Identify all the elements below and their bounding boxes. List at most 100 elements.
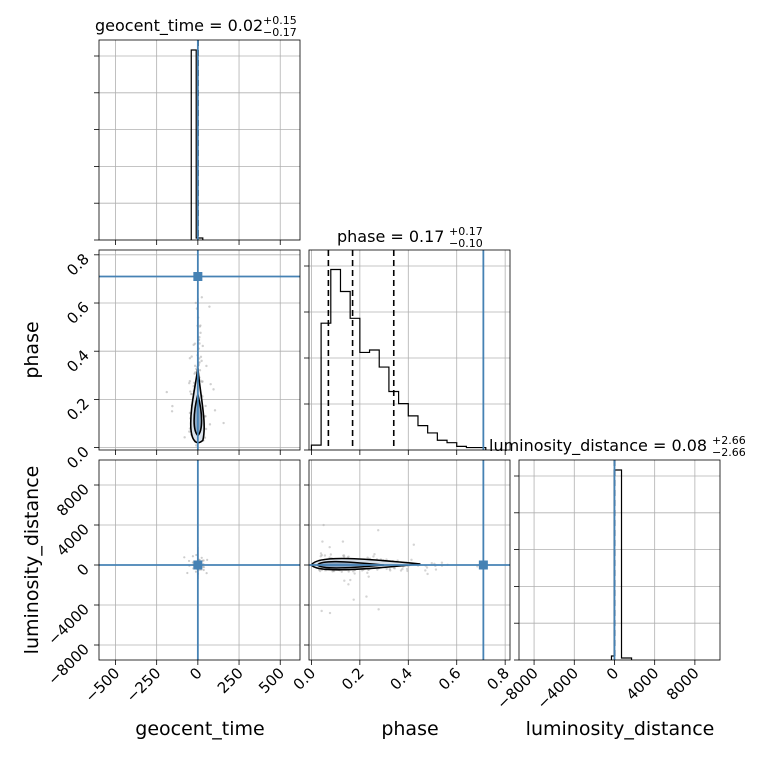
sample-point — [195, 444, 198, 447]
tick-label-y: 0.0 — [63, 443, 93, 473]
sample-point — [320, 554, 324, 557]
tick-label-y: 8000 — [53, 480, 93, 520]
sample-point — [204, 404, 207, 408]
marks — [99, 460, 300, 660]
sample-point — [198, 325, 202, 328]
sample-point — [347, 570, 350, 573]
sample-point — [199, 331, 202, 335]
sample-point — [366, 571, 369, 575]
tick-label-x: 0.6 — [435, 664, 465, 694]
sample-point — [341, 540, 345, 543]
injection-point — [193, 560, 203, 570]
sample-point — [426, 572, 429, 576]
sample-point — [353, 572, 356, 575]
sample-point — [205, 364, 208, 368]
sample-point — [198, 342, 201, 345]
marks — [610, 460, 633, 660]
tick-label-y: 4000 — [53, 520, 93, 560]
panel-frame — [98, 459, 301, 661]
sample-point — [440, 561, 444, 564]
sample-point — [204, 427, 208, 431]
grid — [309, 250, 510, 451]
sample-point — [222, 421, 225, 425]
marks — [309, 460, 510, 660]
sample-point — [202, 559, 205, 562]
sample-point — [434, 568, 438, 571]
tick-label-x: 500 — [255, 664, 288, 697]
sample-point — [322, 523, 325, 527]
ticks: −8000−4000 0 4000 8000 — [493, 475, 703, 713]
sample-point — [201, 344, 204, 348]
title-geocent-time-plus: +0.15 — [263, 14, 297, 27]
sample-point — [410, 558, 413, 562]
sample-point — [195, 553, 198, 557]
sample-point — [376, 568, 379, 571]
sample-point — [425, 566, 429, 569]
ticks — [94, 55, 281, 245]
tick-label-x: 4000 — [623, 664, 663, 704]
sample-point — [377, 529, 380, 532]
histogram-step — [610, 469, 633, 660]
sample-point — [188, 357, 192, 360]
sample-point — [188, 430, 191, 433]
tick-label-x: 0 — [186, 664, 205, 683]
sample-point — [208, 305, 211, 308]
title-phase-minus: −0.10 — [449, 237, 483, 250]
tick-label-y: 0.8 — [63, 250, 93, 280]
sample-point — [209, 382, 212, 386]
panel-geocent-time-marginal: geocent_time = 0.02 +0.15 −0.17 — [94, 14, 301, 245]
sample-point — [206, 558, 209, 561]
sample-point — [328, 611, 332, 615]
panel-frame — [308, 459, 511, 661]
tick-label-y: −4000 — [44, 600, 93, 649]
sample-point — [186, 571, 189, 575]
sample-point — [200, 359, 203, 363]
sample-point — [372, 555, 375, 558]
tick-label-x: 8000 — [663, 664, 703, 704]
sample-point — [171, 404, 174, 408]
sample-point — [213, 409, 217, 412]
sample-point — [340, 570, 343, 574]
sample-point — [352, 598, 355, 601]
title-phase: phase = 0.17 — [337, 227, 444, 246]
sample-point — [202, 568, 205, 572]
panel-frame — [308, 249, 511, 451]
sample-point — [200, 556, 203, 559]
sample-point — [190, 355, 193, 358]
tick-label-x: −500 — [81, 664, 123, 706]
grid — [99, 40, 300, 241]
tick-label-y: 0 — [73, 560, 92, 579]
sample-point — [347, 583, 350, 586]
marks — [190, 40, 204, 240]
sample-point — [193, 364, 197, 368]
sample-point — [198, 336, 201, 339]
grid — [519, 460, 720, 661]
injection-point — [478, 560, 488, 570]
ticks — [304, 265, 506, 455]
sample-point — [194, 570, 198, 573]
sample-point — [342, 554, 346, 557]
marks — [99, 250, 300, 450]
title-luminosity-distance: luminosity_distance = 0.08 — [489, 436, 707, 456]
ylabel-phase: phase — [21, 321, 43, 378]
tick-label-y: 0.4 — [63, 346, 93, 376]
tick-label-x: 0.2 — [338, 664, 368, 694]
panel-frame — [518, 459, 721, 661]
sample-point — [377, 608, 380, 611]
sample-point — [183, 436, 186, 439]
sample-point — [183, 556, 186, 559]
tick-label-x: 250 — [214, 664, 247, 697]
tick-label-y: −8000 — [44, 640, 93, 689]
sample-point — [424, 569, 427, 572]
title-distance-minus: −2.66 — [712, 446, 746, 459]
sample-point — [365, 595, 368, 598]
panel-frame — [98, 249, 301, 451]
sample-point — [198, 369, 202, 372]
injection-point — [193, 272, 203, 282]
tick-label-y: 0.6 — [63, 298, 93, 328]
sample-point — [399, 569, 403, 572]
sample-point — [201, 565, 205, 568]
sample-point — [367, 575, 370, 578]
sample-point — [165, 390, 168, 394]
